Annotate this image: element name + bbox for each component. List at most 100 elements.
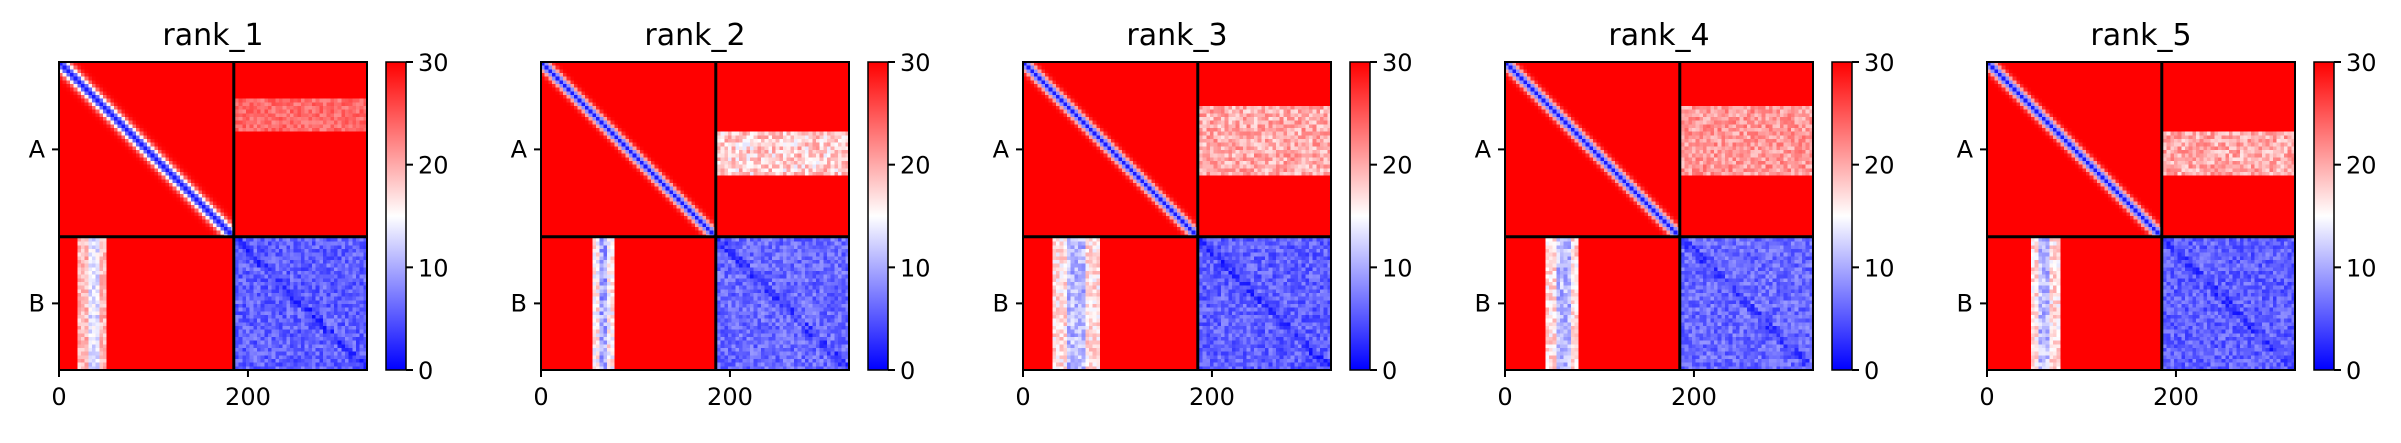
heatmap-cell (118, 256, 122, 260)
heatmap-cell (297, 110, 301, 114)
heatmap-cell (180, 95, 184, 99)
heatmap-cell (250, 267, 254, 271)
heatmap-cell (96, 216, 100, 220)
heatmap-cell (114, 117, 118, 121)
heatmap-cell (323, 102, 327, 106)
heatmap-cell (162, 150, 166, 154)
heatmap-cell (206, 198, 210, 202)
heatmap-cell (132, 80, 136, 84)
heatmap-cell (316, 183, 320, 187)
heatmap-cell (96, 220, 100, 224)
heatmap-cell (88, 253, 92, 257)
heatmap-cell (217, 106, 221, 110)
heatmap-cell (162, 154, 166, 158)
heatmap-cell (143, 198, 147, 202)
heatmap-cell (99, 66, 103, 70)
heatmap-cell (253, 260, 257, 264)
heatmap-cell (85, 187, 89, 191)
heatmap-cell (338, 154, 342, 158)
heatmap-cell (316, 253, 320, 257)
heatmap-cell (264, 132, 268, 136)
heatmap-cell (327, 113, 331, 117)
heatmap-cell (74, 183, 78, 187)
heatmap-cell (107, 187, 111, 191)
heatmap-cell (92, 157, 96, 161)
heatmap-cell (96, 201, 100, 205)
heatmap-cell (96, 121, 100, 125)
heatmap-cell (224, 121, 228, 125)
heatmap-cell (184, 84, 188, 88)
heatmap-cell (173, 154, 177, 158)
heatmap-cell (114, 143, 118, 147)
heatmap-cell (319, 157, 323, 161)
heatmap-cell (151, 117, 155, 121)
heatmap-cell (77, 121, 81, 125)
heatmap-cell (239, 194, 243, 198)
heatmap-cell (349, 106, 353, 110)
heatmap-cell (158, 102, 162, 106)
heatmap-cell (334, 190, 338, 194)
heatmap-cell (209, 102, 213, 106)
heatmap-cell (224, 146, 228, 150)
heatmap-cell (220, 88, 224, 92)
heatmap-cell (253, 264, 257, 268)
heatmap-cell (316, 69, 320, 73)
heatmap-cell (143, 99, 147, 103)
heatmap-cell (224, 176, 228, 180)
heatmap-cell (132, 231, 136, 235)
heatmap-cell (239, 267, 243, 271)
heatmap-cell (191, 187, 195, 191)
heatmap-cell (283, 69, 287, 73)
heatmap-cell (327, 179, 331, 183)
heatmap-cell (242, 146, 246, 150)
heatmap-cell (195, 168, 199, 172)
heatmap-cell (323, 146, 327, 150)
heatmap-cell (88, 80, 92, 84)
heatmap-cell (176, 66, 180, 70)
heatmap-cell (301, 66, 305, 70)
heatmap-cell (129, 172, 133, 176)
heatmap-cell (341, 242, 345, 246)
heatmap-cell (92, 135, 96, 139)
heatmap-cell (176, 132, 180, 136)
heatmap-cell (246, 271, 250, 275)
heatmap-cell (239, 117, 243, 121)
heatmap-cell (213, 271, 217, 275)
heatmap-cell (206, 201, 210, 205)
heatmap-cell (209, 113, 213, 117)
heatmap-cell (279, 161, 283, 165)
heatmap-cell (257, 209, 261, 213)
heatmap-cell (290, 212, 294, 216)
heatmap-cell (217, 113, 221, 117)
heatmap-cell (290, 154, 294, 158)
heatmap-cell (206, 275, 210, 279)
heatmap-cell (191, 190, 195, 194)
heatmap-cell (220, 106, 224, 110)
heatmap-cell (316, 220, 320, 224)
heatmap-cell (338, 117, 342, 121)
heatmap-cell (341, 132, 345, 136)
heatmap-cell (70, 66, 74, 70)
heatmap-cell (209, 165, 213, 169)
heatmap-cell (70, 212, 74, 216)
heatmap-cell (136, 256, 140, 260)
heatmap-cell (213, 95, 217, 99)
heatmap-cell (312, 154, 316, 158)
heatmap-cell (92, 253, 96, 257)
heatmap-cell (228, 154, 232, 158)
heatmap-cell (125, 194, 129, 198)
heatmap-cell (228, 231, 232, 235)
heatmap-cell (143, 278, 147, 282)
heatmap-cell (118, 253, 122, 257)
heatmap-cell (195, 256, 199, 260)
heatmap-cell (187, 99, 191, 103)
heatmap-cell (132, 238, 136, 242)
heatmap-cell (316, 198, 320, 202)
heatmap-cell (319, 183, 323, 187)
heatmap-cell (352, 157, 356, 161)
heatmap-cell (121, 88, 125, 92)
heatmap-cell (305, 209, 309, 213)
heatmap-cell (352, 187, 356, 191)
heatmap-cell (279, 121, 283, 125)
heatmap-cell (268, 132, 272, 136)
